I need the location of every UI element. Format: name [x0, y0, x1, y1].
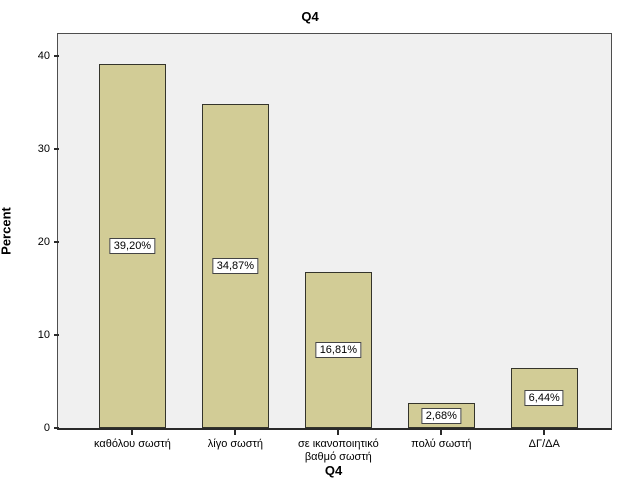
bar: 16,81%	[304, 271, 372, 428]
bar-slot: 39,20% καθόλου σωστή	[94, 34, 171, 450]
x-tick-mark	[131, 430, 134, 435]
y-axis-label: Percent	[0, 207, 14, 255]
value-label: 34,87%	[212, 258, 259, 274]
y-tick-mark	[54, 427, 59, 429]
value-label: 16,81%	[315, 341, 361, 358]
bars-area: 39,20% καθόλου σωστή 34,87% λίγο σωστή 16,81…	[58, 34, 611, 463]
bar-slot: 16,81% σε ικανοποιητικό βαθμό σωστή	[298, 34, 379, 463]
plot-area: 0 10 20 30 40 39,20% καθόλου σωστή 34,87% λίγο …	[38, 33, 612, 463]
bar-slot: 2,68% πολύ σωστή	[407, 34, 475, 450]
category-label: καθόλου σωστή	[93, 438, 171, 450]
x-tick-mark	[337, 430, 340, 435]
category-label: λίγο σωστή	[207, 438, 264, 450]
y-tick-mark	[54, 334, 59, 337]
bar-slot: 6,44% ΔΓ/ΔΑ	[510, 34, 578, 450]
bar: 6,44%	[510, 368, 578, 428]
y-tick-mark	[54, 55, 59, 58]
category-label: πολύ σωστή	[411, 438, 472, 450]
chart-title: Q4	[301, 9, 319, 24]
x-axis-title: Q4	[324, 463, 343, 478]
y-tick-label: 10	[37, 329, 50, 342]
value-label: 2,68%	[421, 407, 461, 424]
y-tick-mark	[54, 148, 59, 151]
bar: 34,87%	[201, 103, 269, 428]
bar: 39,20%	[98, 63, 166, 428]
x-tick-mark	[234, 430, 237, 435]
y-tick-label: 0	[43, 422, 50, 434]
y-tick-label: 20	[37, 236, 50, 249]
y-tick-label: 30	[37, 143, 50, 156]
value-label: 6,44%	[524, 390, 564, 407]
category-label: σε ικανοποιητικό βαθμό σωστή	[297, 438, 379, 464]
bar-slot: 34,87% λίγο σωστή	[201, 34, 269, 450]
x-tick-mark	[440, 430, 443, 435]
bar: 2,68%	[407, 403, 475, 428]
category-label: ΔΓ/ΔΑ	[528, 438, 560, 450]
y-tick-label: 40	[37, 50, 50, 63]
y-tick-mark	[54, 241, 59, 244]
value-label: 39,20%	[109, 237, 156, 254]
x-tick-mark	[543, 430, 546, 435]
